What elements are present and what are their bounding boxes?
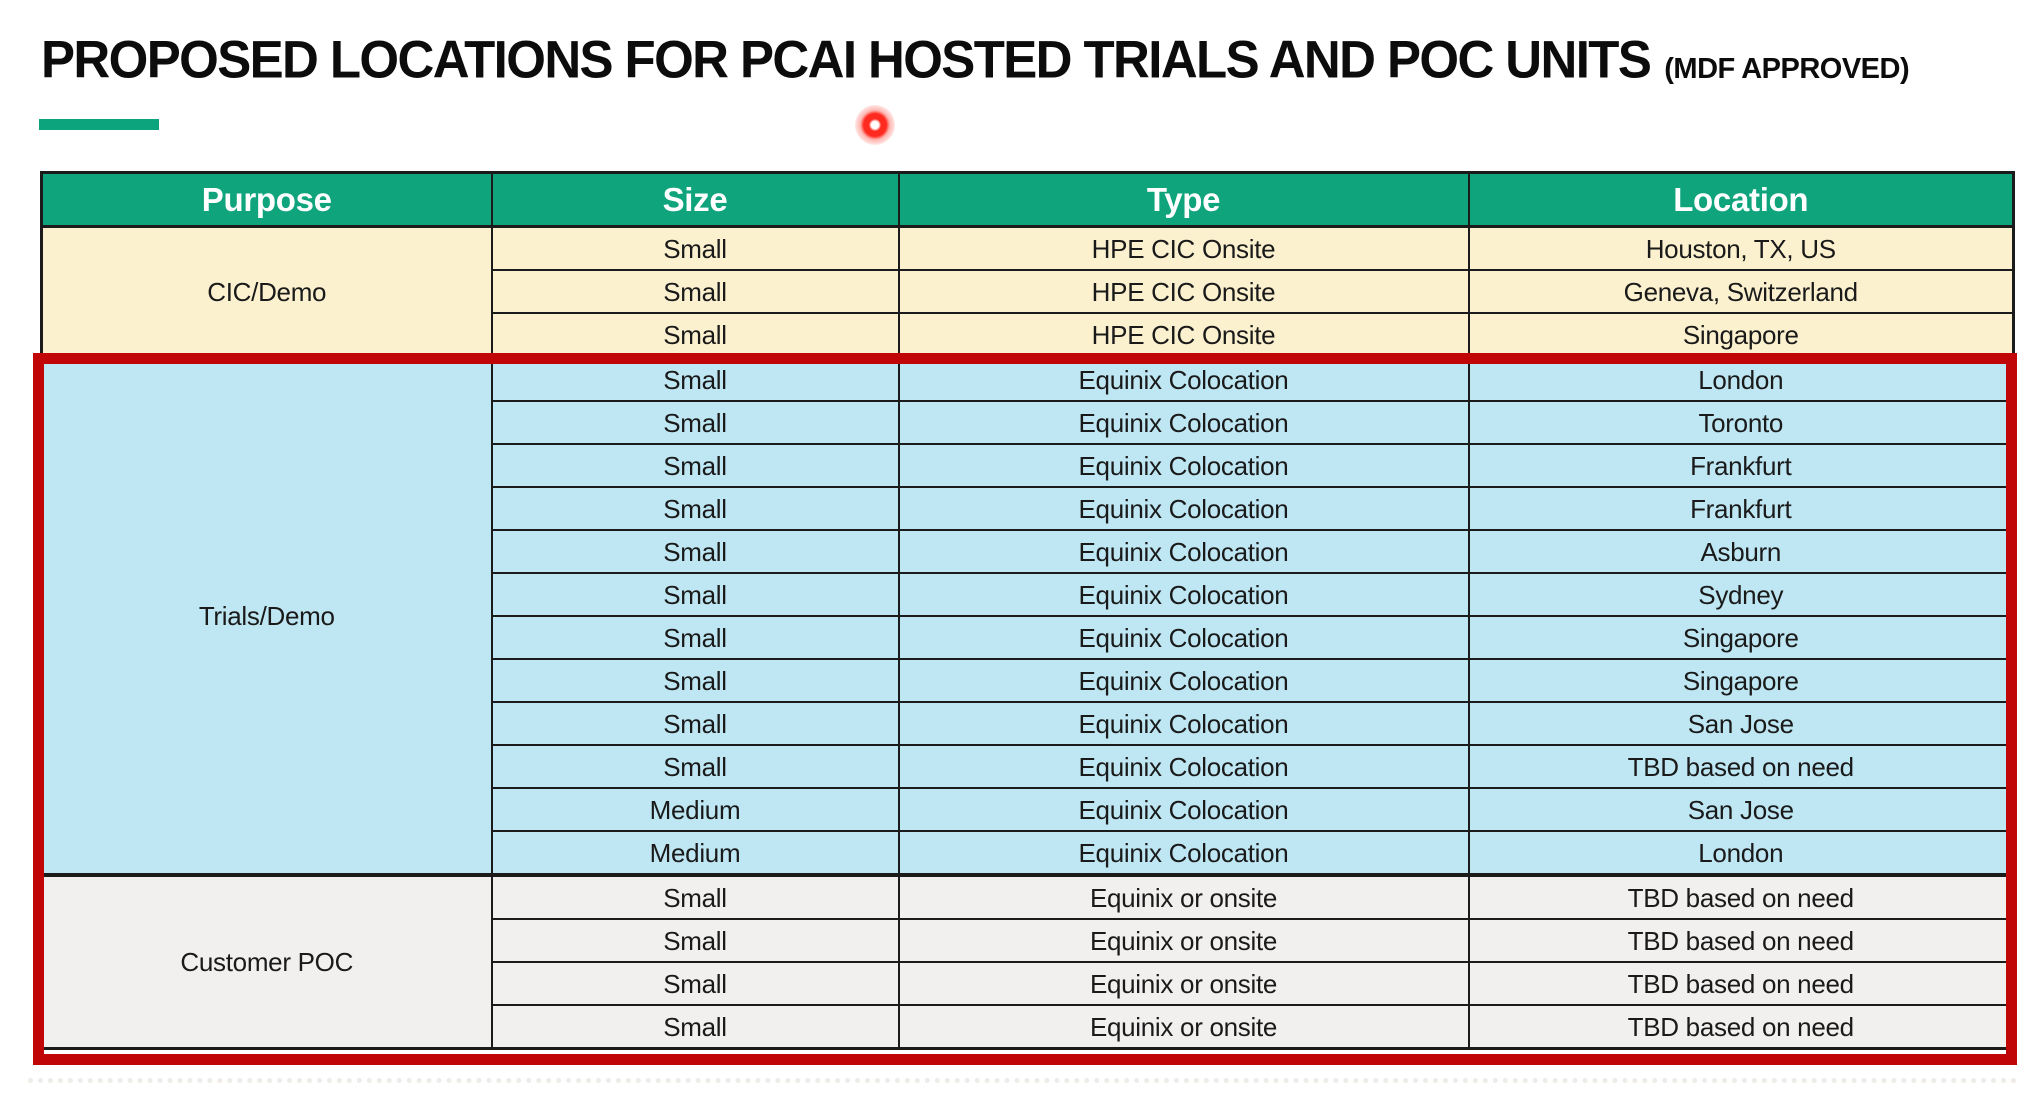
size-cell: Small: [490, 355, 900, 402]
column-header-type: Type: [897, 171, 1470, 228]
location-cell: Toronto: [1467, 400, 2015, 445]
column-header-location: Location: [1467, 171, 2015, 228]
type-cell: HPE CIC Onsite: [897, 312, 1470, 358]
table-row: Small HPE CIC Onsite Geneva, Switzerland: [41, 269, 2015, 314]
location-cell: Geneva, Switzerland: [1467, 269, 2015, 314]
table-row: Small Equinix Colocation Asburn: [41, 529, 2015, 574]
size-cell: Small: [490, 443, 900, 488]
type-cell: Equinix Colocation: [897, 529, 1470, 574]
table-row: Small HPE CIC Onsite Singapore: [41, 312, 2015, 358]
size-cell: Small: [490, 658, 900, 703]
type-cell: Equinix Colocation: [897, 486, 1470, 531]
table-row: Small Equinix Colocation Frankfurt: [41, 443, 2015, 488]
type-cell: Equinix or onsite: [897, 873, 1470, 920]
type-cell: HPE CIC Onsite: [897, 269, 1470, 314]
page-title-main: PROPOSED LOCATIONS FOR PCAI HOSTED TRIAL…: [41, 29, 1652, 89]
location-cell: San Jose: [1467, 701, 2015, 746]
table-row: Trials/Demo Small Equinix Colocation London: [40, 355, 2015, 876]
table-row: Small Equinix Colocation Singapore: [41, 658, 2015, 703]
location-cell: Houston, TX, US: [1467, 225, 2015, 271]
table-header: Purpose Size Type Location: [40, 171, 2015, 228]
table-row: Small Equinix or onsite TBD based on need: [41, 961, 2015, 1006]
size-cell: Small: [490, 486, 900, 531]
type-cell: HPE CIC Onsite: [897, 225, 1470, 271]
size-cell: Medium: [490, 787, 900, 832]
laser-pointer-icon: [855, 105, 895, 145]
size-cell: Small: [490, 918, 900, 963]
location-cell: Asburn: [1467, 529, 2015, 574]
location-cell: San Jose: [1467, 787, 2015, 832]
locations-table: Purpose Size Type Location CIC/Demo Small…: [40, 171, 2015, 1050]
location-cell: TBD based on need: [1467, 961, 2015, 1006]
location-cell: Frankfurt: [1467, 443, 2015, 488]
table-row: Customer POC Small Equinix or onsite TBD ba…: [40, 873, 2015, 1050]
type-cell: Equinix Colocation: [897, 400, 1470, 445]
size-cell: Small: [490, 701, 900, 746]
column-header-purpose: Purpose: [40, 171, 493, 228]
size-cell: Small: [490, 529, 900, 574]
location-cell: Frankfurt: [1467, 486, 2015, 531]
type-cell: Equinix Colocation: [897, 443, 1470, 488]
location-cell: Singapore: [1467, 658, 2015, 703]
type-cell: Equinix Colocation: [897, 744, 1470, 789]
size-cell: Small: [490, 572, 900, 617]
size-cell: Small: [490, 312, 900, 358]
type-cell: Equinix Colocation: [897, 615, 1470, 660]
location-cell: Singapore: [1467, 615, 2015, 660]
purpose-cell: Trials/Demo: [40, 355, 493, 876]
type-cell: Equinix Colocation: [897, 830, 1470, 876]
table-row: CIC/Demo Small HPE CIC Onsite Houston, TX, …: [40, 225, 2015, 358]
type-cell: Equinix or onsite: [897, 918, 1470, 963]
page-title: PROPOSED LOCATIONS FOR PCAI HOSTED TRIAL…: [41, 29, 1910, 92]
title-accent-bar: [39, 119, 159, 130]
size-cell: Small: [490, 961, 900, 1006]
size-cell: Small: [490, 269, 900, 314]
location-cell: TBD based on need: [1467, 744, 2015, 789]
location-cell: London: [1467, 830, 2015, 876]
location-cell: TBD based on need: [1467, 918, 2015, 963]
location-cell: TBD based on need: [1467, 873, 2015, 920]
size-cell: Small: [490, 225, 900, 271]
page-title-suffix: (MDF APPROVED): [1664, 53, 1910, 85]
type-cell: Equinix Colocation: [897, 355, 1470, 402]
location-cell: Sydney: [1467, 572, 2015, 617]
table-header-row: Purpose Size Type Location: [40, 171, 2015, 228]
purpose-cell: Customer POC: [40, 873, 493, 1050]
table-row: Medium Equinix Colocation London: [41, 830, 2015, 876]
type-cell: Equinix Colocation: [897, 658, 1470, 703]
location-cell: Singapore: [1467, 312, 2015, 358]
size-cell: Small: [490, 400, 900, 445]
size-cell: Small: [490, 873, 900, 920]
purpose-cell: CIC/Demo: [40, 225, 493, 358]
size-cell: Small: [490, 1004, 900, 1050]
size-cell: Small: [490, 615, 900, 660]
table-body: CIC/Demo Small HPE CIC Onsite Houston, TX, …: [40, 225, 2015, 1050]
column-header-size: Size: [490, 171, 900, 228]
size-cell: Medium: [490, 830, 900, 876]
type-cell: Equinix Colocation: [897, 701, 1470, 746]
location-cell: London: [1467, 355, 2015, 402]
location-cell: TBD based on need: [1467, 1004, 2015, 1050]
type-cell: Equinix or onsite: [897, 961, 1470, 1006]
type-cell: Equinix Colocation: [897, 787, 1470, 832]
size-cell: Small: [490, 744, 900, 789]
dotted-guide-line: [28, 1078, 2018, 1083]
type-cell: Equinix or onsite: [897, 1004, 1470, 1050]
type-cell: Equinix Colocation: [897, 572, 1470, 617]
